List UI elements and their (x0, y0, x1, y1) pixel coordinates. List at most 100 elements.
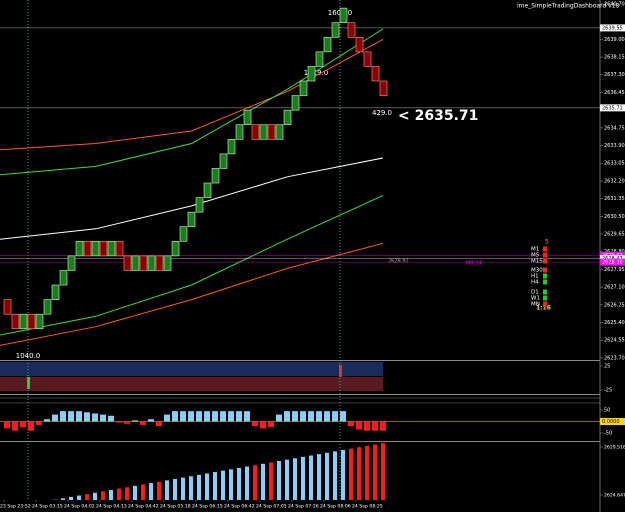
dashboard-label: M15 (531, 259, 543, 265)
volume-bar (221, 470, 225, 500)
oscillator-bar (324, 411, 330, 422)
dashboard-status (543, 273, 547, 279)
current-price: < 2635.71 (398, 108, 478, 124)
oscillator-bar (156, 421, 162, 427)
oscillator-bar (124, 421, 130, 424)
y-tick-label: 2634.75 (604, 125, 625, 131)
brick-down (99, 241, 108, 257)
x-tick-label: 24 Sep 04:42 (128, 504, 159, 510)
brick-up (307, 66, 316, 82)
volume-bar (349, 448, 353, 500)
volume-bar (165, 480, 169, 500)
dashboard-label: MN (531, 302, 540, 308)
brick-up (35, 313, 44, 330)
volume-bar (205, 473, 209, 500)
x-tick-label: 24 Sep 04:02 (64, 504, 95, 510)
oscillator-bar (36, 421, 42, 425)
x-tick-label: 24 Sep 08:06 (320, 504, 351, 510)
momentum-signal (339, 365, 342, 377)
y-tick-label: -25 (604, 387, 612, 393)
indicator-title: ime_SimpleTradingDashboard v18 (517, 3, 620, 10)
oscillator-bar (284, 411, 290, 422)
level-name: M0:34 (466, 261, 482, 267)
dashboard-status (543, 289, 547, 295)
oscillator-bar (20, 421, 26, 428)
volume-bar (317, 454, 321, 500)
volume-bar (189, 476, 193, 500)
oscillator-bar (380, 421, 386, 431)
price-tag-label: 0.0000 (602, 419, 620, 425)
moving-average (0, 242, 384, 346)
brick-up (147, 255, 156, 271)
brick-down (379, 80, 388, 96)
dashboard-label: H1 (531, 274, 539, 280)
brick-up (331, 22, 340, 38)
oscillator-bar (12, 421, 18, 431)
oscillator-bar (28, 421, 34, 431)
volume-bar (125, 487, 129, 500)
dashboard-label: W1 (531, 296, 540, 302)
brick-up (211, 168, 220, 184)
oscillator-bar (140, 421, 146, 425)
dashboard-status (543, 258, 547, 264)
y-tick-label: 2640.70 (604, 1, 625, 7)
oscillator-bar (132, 420, 138, 422)
oscillator-bar (332, 411, 338, 422)
brick-up (235, 124, 244, 140)
oscillator-bar (276, 414, 282, 422)
volume-bar (197, 474, 201, 500)
oscillator-bar (4, 421, 10, 429)
brick-up (163, 255, 172, 271)
volume-bar (61, 498, 65, 500)
brick-up (187, 211, 196, 228)
brick-down (11, 313, 20, 330)
x-tick-label: 24 Sep 07:26 (288, 504, 319, 510)
moving-average (0, 38, 384, 151)
brick-up (227, 138, 236, 155)
annotation: 1040.0 (16, 352, 41, 360)
oscillator-bar (268, 421, 274, 428)
level-price: 2628.92 (388, 259, 409, 265)
oscillator-bar (308, 411, 314, 422)
brick-up (259, 124, 268, 140)
brick-up (195, 197, 204, 213)
volume-bar (253, 465, 257, 500)
oscillator-bar (260, 421, 266, 429)
y-tick-label: 50 (604, 407, 610, 413)
brick-up (315, 51, 324, 67)
y-tick-label: 2625.40 (604, 320, 625, 326)
oscillator-bar (180, 411, 186, 422)
oscillator-bar (364, 421, 370, 431)
volume-bar (237, 467, 241, 500)
oscillator-bar (108, 415, 114, 422)
volume-bar (325, 452, 329, 500)
moving-average (0, 28, 384, 176)
volume-bar (117, 488, 121, 500)
brick-down (347, 22, 356, 38)
brick-up (275, 124, 284, 140)
brick-up (179, 226, 188, 242)
volume-bar (77, 495, 81, 500)
price-tag (600, 258, 625, 266)
dashboard-label: M5 (531, 253, 540, 259)
oscillator-bar (68, 411, 74, 422)
y-tick-label: -50 (604, 430, 612, 436)
momentum-signal (27, 377, 30, 389)
annotation: 429.0 (372, 109, 392, 117)
price-tag-label: 2639.55 (602, 25, 623, 31)
volume-bar (173, 478, 177, 500)
x-tick-label: 24 Sep 07:05 (256, 504, 287, 510)
brick-up (131, 255, 140, 271)
dashboard-status (543, 246, 547, 252)
volume-bar (229, 469, 233, 500)
volume-bar (109, 490, 113, 500)
volume-bar (149, 483, 153, 500)
oscillator-bar (252, 421, 258, 427)
brick-down (363, 51, 372, 67)
volume-bar (357, 447, 361, 500)
brick-up (107, 241, 116, 257)
oscillator-bar (60, 411, 66, 422)
brick-down (27, 313, 36, 330)
brick-up (203, 182, 212, 198)
